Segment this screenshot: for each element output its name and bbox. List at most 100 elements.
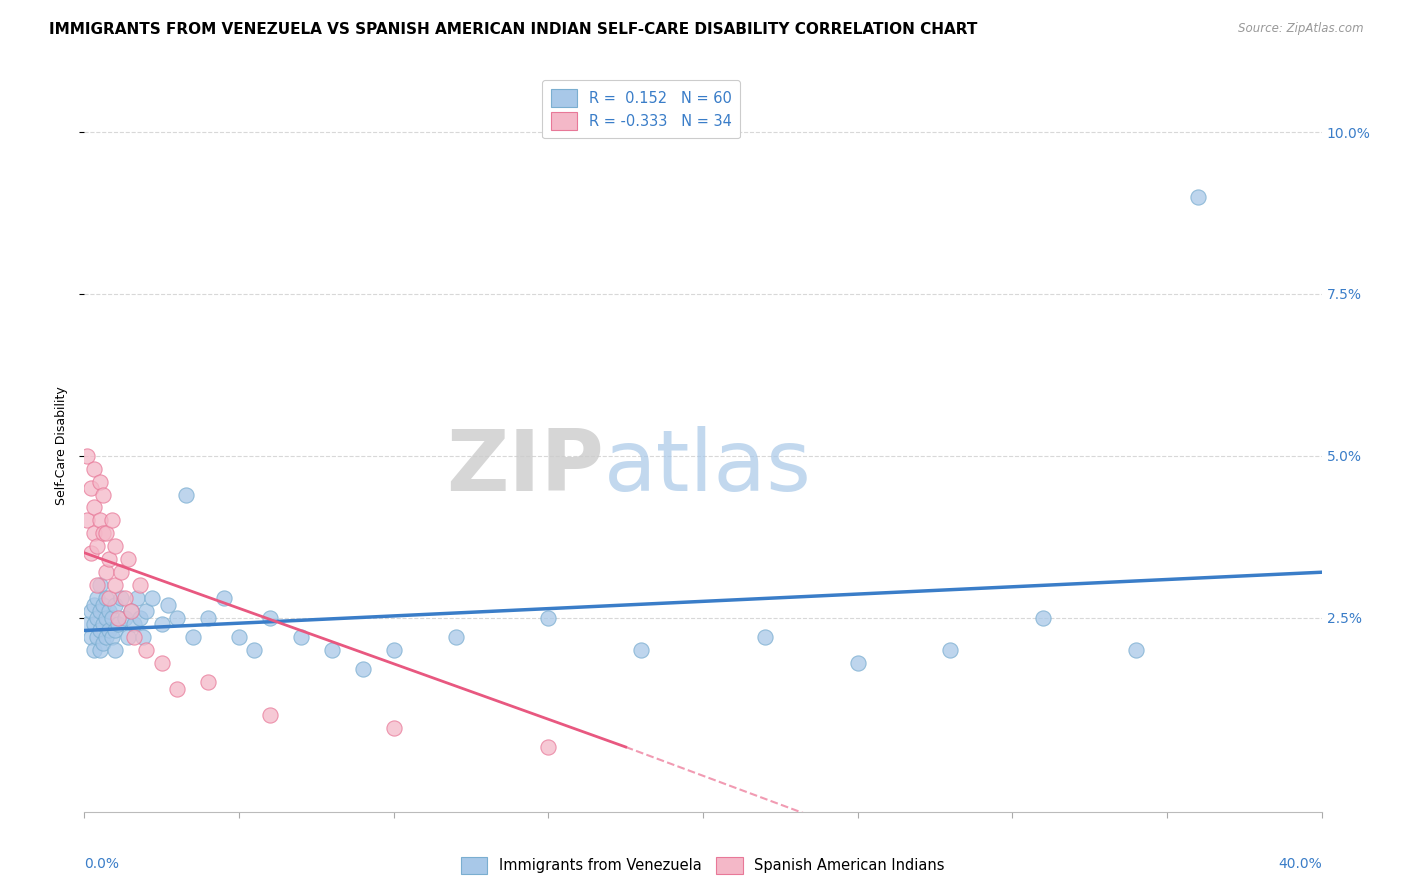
Point <box>939 643 962 657</box>
Point <box>101 630 124 644</box>
Point <box>89 513 111 527</box>
Point <box>98 624 121 638</box>
Point <box>122 630 145 644</box>
Y-axis label: Self-Care Disability: Self-Care Disability <box>55 386 67 506</box>
Point <box>754 630 776 644</box>
Point <box>98 552 121 566</box>
Point <box>89 578 111 592</box>
Point <box>176 487 198 501</box>
Point <box>79 604 101 618</box>
Point <box>86 578 108 592</box>
Point <box>321 643 343 657</box>
Point <box>79 481 101 495</box>
Point <box>83 617 105 632</box>
Legend: R =  0.152   N = 60, R = -0.333   N = 34: R = 0.152 N = 60, R = -0.333 N = 34 <box>541 80 741 138</box>
Point <box>76 449 98 463</box>
Text: 40.0%: 40.0% <box>1278 857 1322 871</box>
Point <box>94 610 117 624</box>
Point <box>76 513 98 527</box>
Point <box>259 610 281 624</box>
Point <box>228 630 250 644</box>
Point <box>91 617 114 632</box>
Point <box>79 546 101 560</box>
Point <box>110 566 132 580</box>
Point <box>129 578 152 592</box>
Point <box>94 591 117 606</box>
Point <box>86 610 108 624</box>
Point <box>846 656 869 670</box>
Point <box>537 739 560 754</box>
Point <box>83 643 105 657</box>
Point <box>104 643 127 657</box>
Point <box>382 643 405 657</box>
Point <box>197 675 219 690</box>
Point <box>120 604 142 618</box>
Point <box>79 630 101 644</box>
Point <box>104 624 127 638</box>
Point <box>104 539 127 553</box>
Point <box>107 617 129 632</box>
Point <box>181 630 204 644</box>
Point <box>120 604 142 618</box>
Point <box>537 610 560 624</box>
Point <box>197 610 219 624</box>
Legend: Immigrants from Venezuela, Spanish American Indians: Immigrants from Venezuela, Spanish Ameri… <box>456 851 950 880</box>
Point <box>89 475 111 489</box>
Point <box>83 500 105 515</box>
Point <box>117 552 139 566</box>
Point <box>132 630 155 644</box>
Point <box>94 566 117 580</box>
Point <box>91 598 114 612</box>
Point <box>212 591 235 606</box>
Point <box>259 707 281 722</box>
Point <box>1187 190 1209 204</box>
Point <box>129 610 152 624</box>
Point <box>630 643 652 657</box>
Point <box>110 591 132 606</box>
Point <box>91 526 114 541</box>
Point <box>89 643 111 657</box>
Point <box>94 526 117 541</box>
Point <box>382 721 405 735</box>
Point <box>156 598 179 612</box>
Point <box>94 630 117 644</box>
Point <box>290 630 312 644</box>
Point <box>101 513 124 527</box>
Point <box>125 591 148 606</box>
Point <box>91 487 114 501</box>
Point <box>114 591 136 606</box>
Point <box>104 598 127 612</box>
Point <box>98 604 121 618</box>
Point <box>117 630 139 644</box>
Point <box>83 526 105 541</box>
Point <box>352 662 374 676</box>
Point <box>104 578 127 592</box>
Point <box>135 643 157 657</box>
Point <box>107 610 129 624</box>
Point <box>141 591 163 606</box>
Point <box>243 643 266 657</box>
Point <box>101 610 124 624</box>
Text: 0.0%: 0.0% <box>84 857 120 871</box>
Point <box>86 591 108 606</box>
Point <box>91 636 114 650</box>
Point <box>86 539 108 553</box>
Point <box>1032 610 1054 624</box>
Point <box>89 604 111 618</box>
Point <box>89 624 111 638</box>
Text: atlas: atlas <box>605 426 813 509</box>
Text: Source: ZipAtlas.com: Source: ZipAtlas.com <box>1239 22 1364 36</box>
Text: ZIP: ZIP <box>446 426 605 509</box>
Point <box>86 630 108 644</box>
Point <box>114 610 136 624</box>
Point <box>76 617 98 632</box>
Point <box>150 656 173 670</box>
Point <box>150 617 173 632</box>
Point <box>135 604 157 618</box>
Point <box>166 610 188 624</box>
Point <box>98 591 121 606</box>
Text: IMMIGRANTS FROM VENEZUELA VS SPANISH AMERICAN INDIAN SELF-CARE DISABILITY CORREL: IMMIGRANTS FROM VENEZUELA VS SPANISH AME… <box>49 22 977 37</box>
Point <box>444 630 467 644</box>
Point <box>83 461 105 475</box>
Point <box>83 598 105 612</box>
